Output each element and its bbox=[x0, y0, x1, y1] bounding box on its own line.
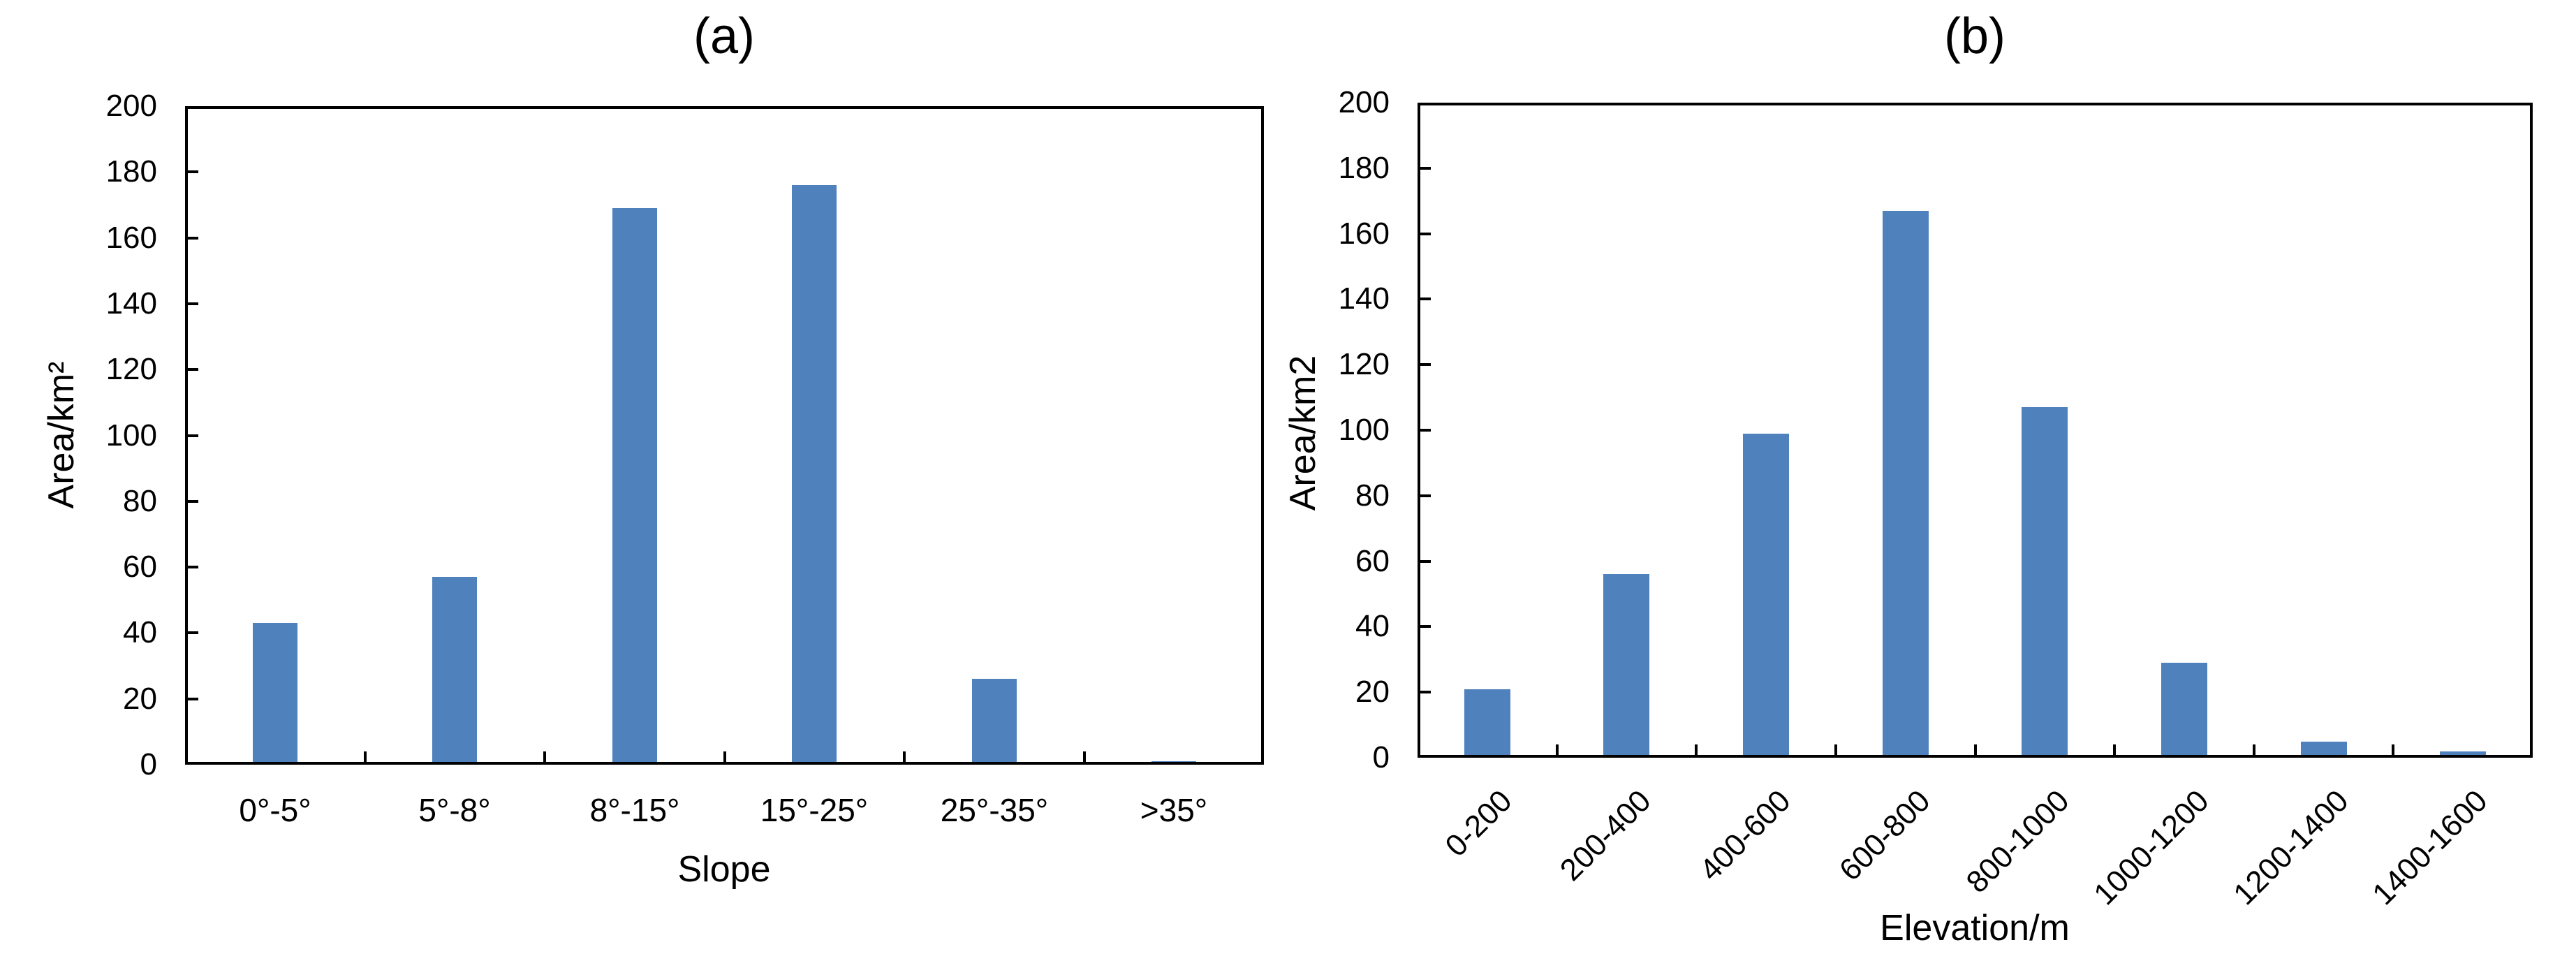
x-tick-label: 5°-8° bbox=[418, 792, 491, 828]
x-tick-label: 15°-25° bbox=[760, 792, 869, 828]
bar-0°-5° bbox=[253, 623, 297, 765]
y-tick-mark bbox=[188, 368, 198, 371]
x-tick-mark bbox=[2392, 744, 2394, 755]
y-tick-mark bbox=[188, 302, 198, 305]
y-tick-label: 60 bbox=[123, 550, 157, 584]
y-tick-label: 200 bbox=[1338, 85, 1390, 119]
x-tick-mark bbox=[1083, 751, 1086, 762]
y-tick-mark bbox=[188, 434, 198, 437]
y-tick-label: 40 bbox=[123, 615, 157, 649]
y-tick-label: 100 bbox=[1338, 413, 1390, 447]
y-tick-label: 140 bbox=[1338, 281, 1390, 316]
y-tick-label: 200 bbox=[105, 89, 157, 123]
y-tick-label: 80 bbox=[123, 484, 157, 518]
x-tick-mark bbox=[723, 751, 726, 762]
y-tick-label: 100 bbox=[105, 418, 157, 453]
y-tick-mark bbox=[188, 566, 198, 568]
x-tick-label: 8°-15° bbox=[589, 792, 680, 828]
x-tick-mark bbox=[1834, 744, 1837, 755]
y-tick-mark bbox=[188, 500, 198, 503]
y-tick-label: 120 bbox=[1338, 347, 1390, 381]
bar-0-200 bbox=[1464, 689, 1510, 758]
chart-b-plot-frame bbox=[1418, 103, 2533, 758]
x-tick-mark bbox=[1974, 744, 1977, 755]
x-tick-label: >35° bbox=[1140, 792, 1208, 828]
y-tick-label: 160 bbox=[105, 221, 157, 255]
bar-800-1000 bbox=[2022, 407, 2068, 758]
y-tick-label: 20 bbox=[123, 682, 157, 716]
bar-25°-35° bbox=[972, 679, 1017, 765]
bar-15°-25° bbox=[792, 185, 837, 765]
y-tick-label: 180 bbox=[105, 154, 157, 189]
y-tick-mark bbox=[1420, 233, 1431, 235]
bar-600-800 bbox=[1883, 211, 1929, 758]
y-tick-mark bbox=[1420, 297, 1431, 300]
chart-a-plot-frame bbox=[185, 106, 1264, 765]
y-tick-label: 0 bbox=[1372, 740, 1390, 774]
y-tick-label: 80 bbox=[1355, 478, 1390, 513]
y-tick-label: 140 bbox=[105, 286, 157, 321]
x-tick-mark bbox=[543, 751, 546, 762]
chart-b-title: (b) bbox=[1944, 8, 2005, 64]
bar-8°-15° bbox=[612, 208, 657, 765]
y-tick-label: 160 bbox=[1338, 216, 1390, 251]
y-tick-label: 180 bbox=[1338, 151, 1390, 185]
y-tick-mark bbox=[1420, 494, 1431, 497]
x-tick-label: 25°-35° bbox=[940, 792, 1049, 828]
y-tick-mark bbox=[1420, 429, 1431, 432]
chart-b-x-axis-title: Elevation/m bbox=[1880, 908, 2070, 948]
y-tick-label: 120 bbox=[105, 352, 157, 386]
x-tick-label: 0°-5° bbox=[239, 792, 311, 828]
x-tick-mark bbox=[2253, 744, 2255, 755]
y-tick-mark bbox=[1420, 625, 1431, 628]
y-tick-mark bbox=[1420, 560, 1431, 563]
x-tick-mark bbox=[1556, 744, 1559, 755]
x-tick-mark bbox=[364, 751, 367, 762]
y-tick-label: 60 bbox=[1355, 544, 1390, 578]
y-tick-mark bbox=[188, 631, 198, 634]
y-tick-mark bbox=[1420, 363, 1431, 366]
bar-400-600 bbox=[1743, 434, 1789, 758]
y-tick-mark bbox=[1420, 167, 1431, 170]
bar-200-400 bbox=[1603, 574, 1649, 758]
y-tick-label: 0 bbox=[140, 747, 157, 781]
bar-5°-8° bbox=[432, 577, 477, 765]
y-tick-label: 20 bbox=[1355, 675, 1390, 709]
y-tick-label: 40 bbox=[1355, 609, 1390, 643]
y-tick-mark bbox=[1420, 691, 1431, 693]
chart-a-title: (a) bbox=[693, 8, 755, 64]
bar-1000-1200 bbox=[2161, 663, 2207, 758]
y-tick-mark bbox=[188, 237, 198, 240]
chart-a-x-axis-title: Slope bbox=[677, 849, 771, 890]
bar-1200-1400 bbox=[2301, 742, 2347, 758]
bar-1400-1600 bbox=[2440, 751, 2486, 758]
x-tick-mark bbox=[2113, 744, 2116, 755]
x-tick-mark bbox=[1695, 744, 1698, 755]
y-tick-mark bbox=[188, 698, 198, 700]
y-tick-mark bbox=[188, 170, 198, 173]
x-tick-mark bbox=[903, 751, 906, 762]
